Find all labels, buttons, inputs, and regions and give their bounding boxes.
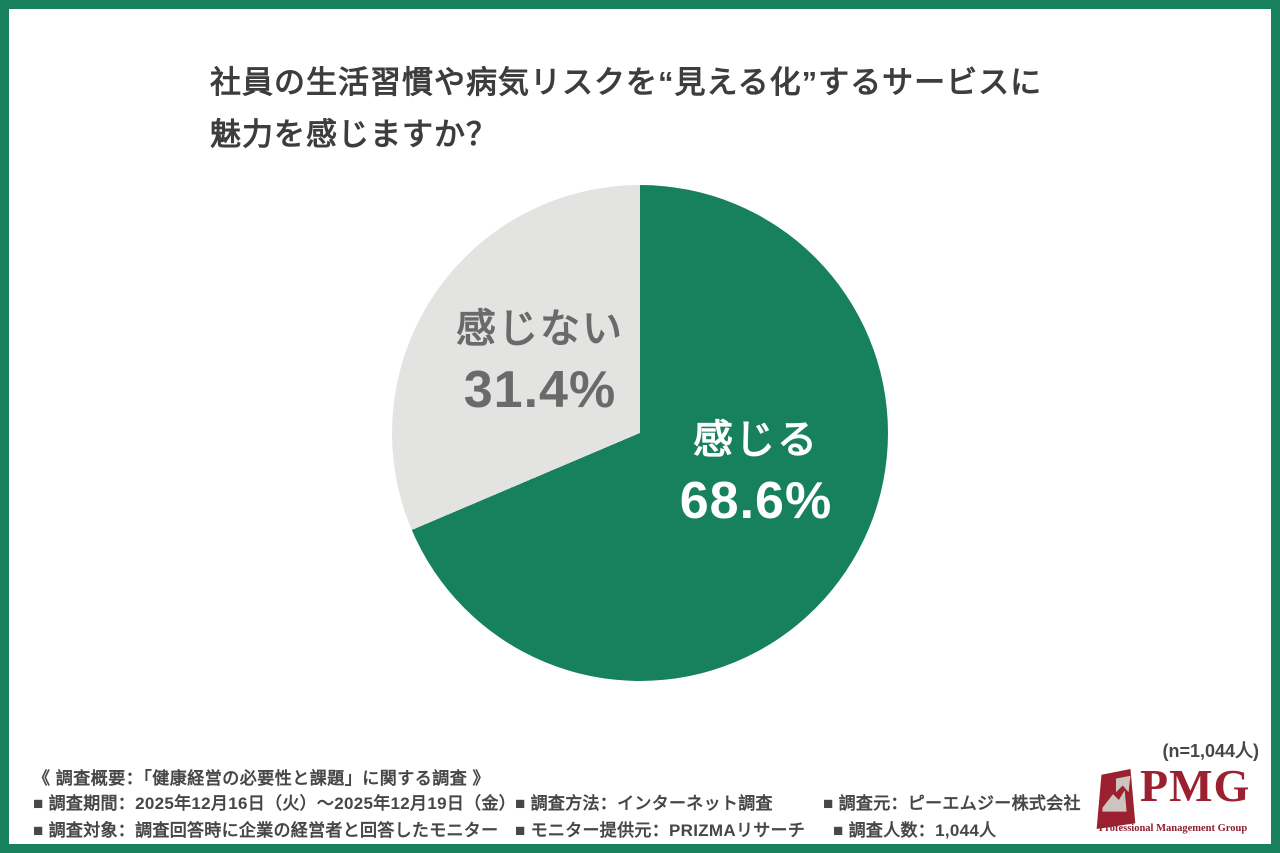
sample-size-label: (n=1,044人) — [1162, 741, 1259, 761]
chart-title-line2: 魅力を感じますか？ — [210, 117, 498, 152]
pie-label-positive-percent: 68.6% — [679, 472, 833, 530]
pmg-logo: PMG Professional Management Group — [1092, 760, 1254, 843]
pie-label-negative-name: 感じない — [456, 307, 624, 351]
survey-overview-heading: 《 調査概要：「健康経営の必要性と課題」に関する調査 》 — [33, 769, 490, 788]
chart-title: 社員の生活習慣や病気リスクを“見える化”するサービスに 魅力を感じますか？ — [210, 57, 1042, 161]
pie-label-positive-name: 感じる — [693, 418, 819, 462]
pie-chart — [392, 185, 888, 681]
survey-target: ■ 調査対象：調査回答時に企業の経営者と回答したモニター — [33, 821, 499, 840]
survey-detail-column-2: ■ 調査方法：インターネット調査 ■ モニター提供元：PRIZMAリサーチ — [515, 790, 805, 844]
pmg-logo-wordmark: PMG — [1140, 760, 1251, 811]
survey-monitor-provider: ■ モニター提供元：PRIZMAリサーチ — [515, 821, 806, 840]
chart-title-line1: 社員の生活習慣や病気リスクを“見える化”するサービスに — [210, 65, 1043, 100]
survey-method: ■ 調査方法：インターネット調査 — [515, 794, 773, 813]
pie-label-negative: 感じない 31.4% — [430, 296, 650, 420]
pmg-logo-mark-icon — [1096, 769, 1136, 829]
survey-detail-column-1: ■ 調査期間：2025年12月16日（火）～2025年12月19日（金） ■ 調… — [33, 790, 516, 844]
pie-label-positive: 感じる 68.6% — [646, 407, 866, 531]
pmg-logo-tagline: Professional Management Group — [1098, 823, 1248, 834]
survey-detail-column-3: ■ 調査元：ピーエムジー株式会社 ■ 調査人数：1,044人 — [823, 790, 1081, 844]
survey-respondent-count: ■ 調査人数：1,044人 — [833, 821, 997, 840]
pie-label-negative-percent: 31.4% — [463, 361, 617, 419]
survey-source: ■ 調査元：ピーエムジー株式会社 — [823, 794, 1081, 813]
survey-period: ■ 調査期間：2025年12月16日（火）～2025年12月19日（金） — [33, 794, 517, 813]
